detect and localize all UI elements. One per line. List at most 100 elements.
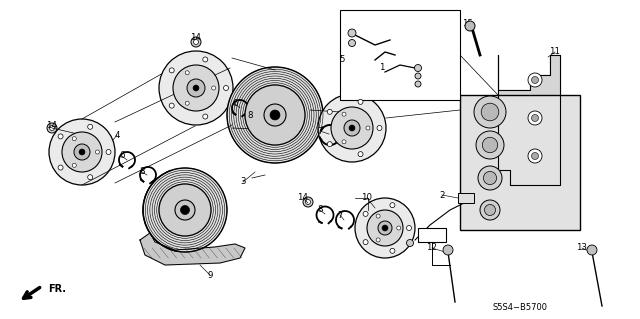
Circle shape <box>363 240 368 245</box>
Circle shape <box>143 168 227 252</box>
Circle shape <box>193 85 199 91</box>
Circle shape <box>342 112 346 116</box>
Circle shape <box>367 210 403 246</box>
Circle shape <box>173 65 219 111</box>
Circle shape <box>264 104 286 126</box>
Circle shape <box>203 57 208 62</box>
Text: 8: 8 <box>140 167 145 176</box>
Circle shape <box>480 200 500 220</box>
Circle shape <box>474 96 506 128</box>
Circle shape <box>390 248 395 253</box>
Circle shape <box>476 131 504 159</box>
Circle shape <box>223 85 228 91</box>
Circle shape <box>305 199 310 204</box>
Circle shape <box>49 119 115 185</box>
Circle shape <box>376 214 380 218</box>
Text: 12: 12 <box>426 243 438 253</box>
Circle shape <box>483 171 497 185</box>
Text: FR.: FR. <box>48 284 66 294</box>
Text: 10: 10 <box>362 194 372 203</box>
Circle shape <box>528 149 542 163</box>
Text: 8: 8 <box>317 205 323 214</box>
Circle shape <box>349 40 355 47</box>
Circle shape <box>366 126 370 130</box>
Circle shape <box>397 226 401 230</box>
Bar <box>458 193 474 203</box>
Circle shape <box>47 123 57 133</box>
Circle shape <box>49 125 54 130</box>
Circle shape <box>587 245 597 255</box>
Polygon shape <box>498 55 560 185</box>
Circle shape <box>377 125 382 130</box>
Circle shape <box>331 107 373 149</box>
Circle shape <box>185 71 189 75</box>
Circle shape <box>358 99 363 104</box>
Circle shape <box>270 110 280 120</box>
Circle shape <box>531 152 538 160</box>
Bar <box>340 10 460 100</box>
Circle shape <box>443 245 453 255</box>
Text: 14: 14 <box>47 121 58 130</box>
Circle shape <box>72 137 76 141</box>
Polygon shape <box>140 233 245 265</box>
Circle shape <box>478 166 502 190</box>
Circle shape <box>484 204 495 216</box>
Circle shape <box>415 73 421 79</box>
Circle shape <box>175 200 195 220</box>
Circle shape <box>318 94 386 162</box>
Circle shape <box>342 140 346 144</box>
Text: 6: 6 <box>232 100 237 108</box>
Circle shape <box>406 226 412 231</box>
Circle shape <box>62 132 102 172</box>
Circle shape <box>159 184 211 236</box>
Circle shape <box>180 205 189 214</box>
Circle shape <box>382 225 388 231</box>
Circle shape <box>303 197 313 207</box>
Circle shape <box>106 150 111 154</box>
Text: 7: 7 <box>337 211 343 219</box>
Text: S5S4−B5700: S5S4−B5700 <box>493 303 547 313</box>
Circle shape <box>531 77 538 84</box>
Circle shape <box>465 21 475 31</box>
Circle shape <box>327 142 332 147</box>
Circle shape <box>169 68 174 73</box>
Text: 14: 14 <box>298 194 308 203</box>
Circle shape <box>327 109 332 114</box>
Text: 15: 15 <box>463 19 474 28</box>
Circle shape <box>481 103 499 121</box>
Circle shape <box>355 198 415 258</box>
Circle shape <box>185 101 189 105</box>
Circle shape <box>74 144 90 160</box>
Circle shape <box>95 150 99 154</box>
Text: 14: 14 <box>191 33 202 42</box>
Circle shape <box>191 37 201 47</box>
Bar <box>460 95 580 230</box>
Circle shape <box>358 152 363 157</box>
Circle shape <box>58 134 63 139</box>
Circle shape <box>415 64 422 71</box>
Circle shape <box>212 86 216 90</box>
Circle shape <box>348 29 356 37</box>
Circle shape <box>58 165 63 170</box>
Circle shape <box>528 73 542 87</box>
Text: 3: 3 <box>240 177 246 187</box>
Circle shape <box>483 137 498 153</box>
Circle shape <box>88 175 93 180</box>
Text: B-60: B-60 <box>420 230 444 240</box>
Text: 9: 9 <box>207 271 212 279</box>
Circle shape <box>531 115 538 122</box>
Text: 8: 8 <box>247 112 253 121</box>
Circle shape <box>415 81 421 87</box>
Circle shape <box>349 125 355 131</box>
Text: 5: 5 <box>339 56 345 64</box>
Circle shape <box>88 124 93 129</box>
Circle shape <box>227 67 323 163</box>
Circle shape <box>193 40 198 44</box>
Circle shape <box>528 111 542 125</box>
Text: 7: 7 <box>317 127 323 136</box>
Text: 4: 4 <box>115 130 120 139</box>
Text: 11: 11 <box>550 48 561 56</box>
Text: 13: 13 <box>577 243 588 253</box>
Circle shape <box>72 163 76 167</box>
Circle shape <box>376 238 380 242</box>
